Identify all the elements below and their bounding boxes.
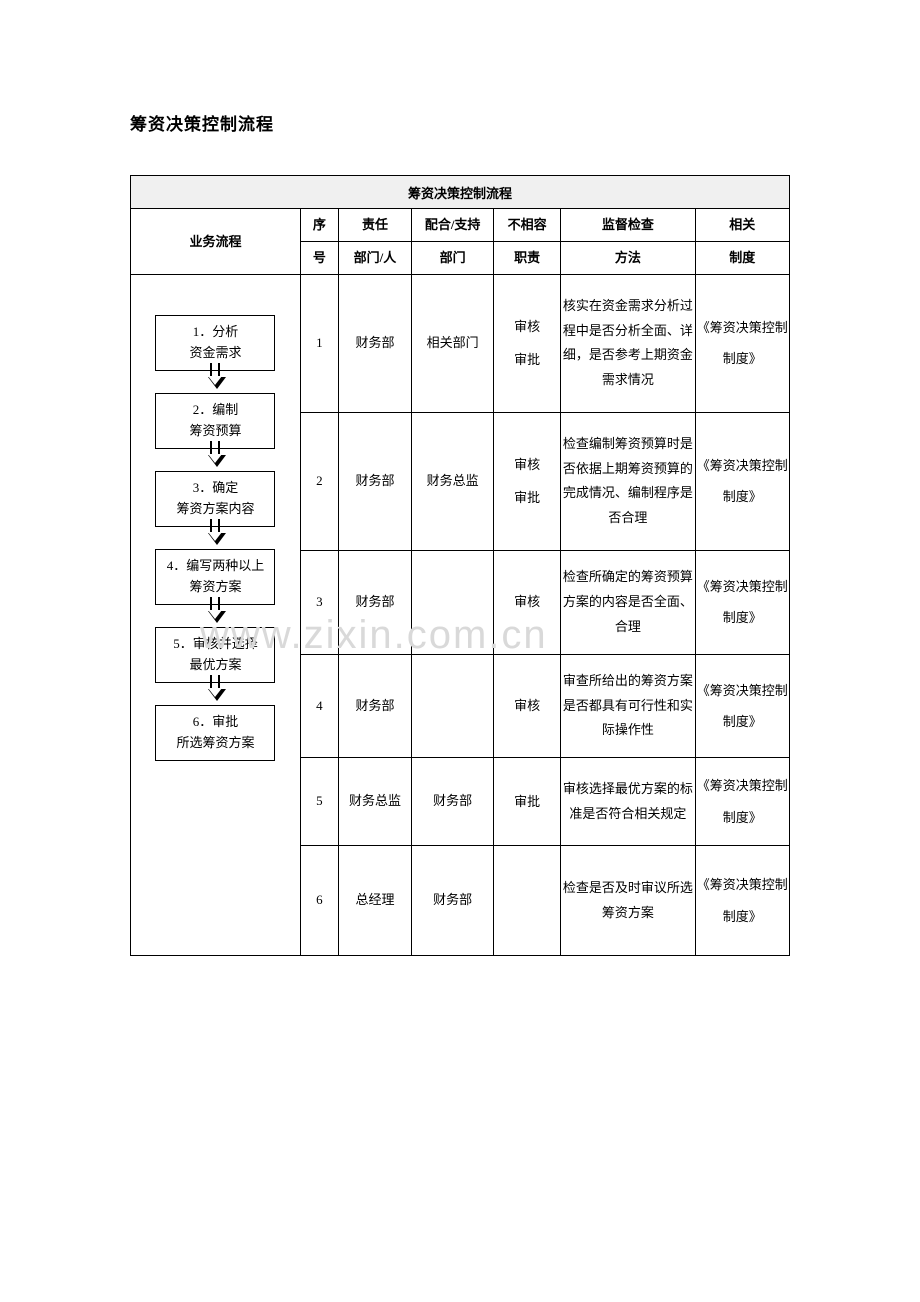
cell-incompat: 审核 [494, 550, 561, 654]
flow-arrow-icon [208, 363, 222, 389]
header-resp-bot: 部门/人 [338, 242, 411, 275]
cell-supervise: 检查编制筹资预算时是否依据上期筹资预算的完成情况、编制程序是否合理 [561, 412, 695, 550]
flow-arrow-icon [208, 675, 222, 701]
flow-arrow-icon [208, 597, 222, 623]
header-supervise-top: 监督检查 [561, 209, 695, 242]
cell-regime: 《筹资决策控制制度》 [695, 758, 789, 846]
cell-resp: 财务部 [338, 654, 411, 758]
process-table: 筹资决策控制流程 业务流程 序 责任 配合/支持 不相容 监督检查 相关 号 部… [130, 175, 790, 956]
cell-support: 财务总监 [412, 412, 494, 550]
cell-supervise: 检查是否及时审议所选筹资方案 [561, 846, 695, 956]
cell-regime: 《筹资决策控制制度》 [695, 412, 789, 550]
flowchart: 1．分析资金需求2．编制筹资预算3．确定筹资方案内容4．编写两种以上筹资方案5．… [131, 275, 300, 955]
header-flow: 业务流程 [131, 209, 301, 275]
cell-resp: 财务总监 [338, 758, 411, 846]
cell-seq: 2 [300, 412, 338, 550]
cell-supervise: 核实在资金需求分析过程中是否分析全面、详细，是否参考上期资金需求情况 [561, 275, 695, 413]
cell-regime: 《筹资决策控制制度》 [695, 275, 789, 413]
header-regime-bot: 制度 [695, 242, 789, 275]
cell-supervise: 检查所确定的筹资预算方案的内容是否全面、合理 [561, 550, 695, 654]
cell-support [412, 654, 494, 758]
header-support-bot: 部门 [412, 242, 494, 275]
cell-resp: 总经理 [338, 846, 411, 956]
cell-support: 相关部门 [412, 275, 494, 413]
header-supervise-bot: 方法 [561, 242, 695, 275]
cell-supervise: 审查所给出的筹资方案是否都具有可行性和实际操作性 [561, 654, 695, 758]
cell-incompat: 审核审批 [494, 275, 561, 413]
page-title: 筹资决策控制流程 [130, 110, 790, 135]
flow-node: 6．审批所选筹资方案 [155, 705, 275, 761]
cell-seq: 3 [300, 550, 338, 654]
table-wrapper: 筹资决策控制流程 业务流程 序 责任 配合/支持 不相容 监督检查 相关 号 部… [130, 175, 790, 956]
cell-seq: 4 [300, 654, 338, 758]
cell-resp: 财务部 [338, 412, 411, 550]
cell-resp: 财务部 [338, 550, 411, 654]
header-seq-bot: 号 [300, 242, 338, 275]
cell-seq: 1 [300, 275, 338, 413]
document-page: 筹资决策控制流程 筹资决策控制流程 业务流程 序 责任 配合/支持 不相容 [0, 0, 920, 956]
cell-incompat: 审批 [494, 758, 561, 846]
cell-support: 财务部 [412, 846, 494, 956]
cell-resp: 财务部 [338, 275, 411, 413]
cell-regime: 《筹资决策控制制度》 [695, 654, 789, 758]
cell-incompat: 审核 [494, 654, 561, 758]
cell-support: 财务部 [412, 758, 494, 846]
cell-incompat [494, 846, 561, 956]
header-incompat-bot: 职责 [494, 242, 561, 275]
cell-regime: 《筹资决策控制制度》 [695, 846, 789, 956]
cell-seq: 6 [300, 846, 338, 956]
flow-arrow-icon [208, 441, 222, 467]
cell-supervise: 审核选择最优方案的标准是否符合相关规定 [561, 758, 695, 846]
table-row: 1．分析资金需求2．编制筹资预算3．确定筹资方案内容4．编写两种以上筹资方案5．… [131, 275, 790, 413]
cell-incompat: 审核审批 [494, 412, 561, 550]
cell-regime: 《筹资决策控制制度》 [695, 550, 789, 654]
header-resp-top: 责任 [338, 209, 411, 242]
header-seq-top: 序 [300, 209, 338, 242]
table-title: 筹资决策控制流程 [131, 176, 790, 209]
flowchart-cell: 1．分析资金需求2．编制筹资预算3．确定筹资方案内容4．编写两种以上筹资方案5．… [131, 275, 301, 956]
cell-seq: 5 [300, 758, 338, 846]
cell-support [412, 550, 494, 654]
header-support-top: 配合/支持 [412, 209, 494, 242]
header-regime-top: 相关 [695, 209, 789, 242]
header-incompat-top: 不相容 [494, 209, 561, 242]
flow-arrow-icon [208, 519, 222, 545]
